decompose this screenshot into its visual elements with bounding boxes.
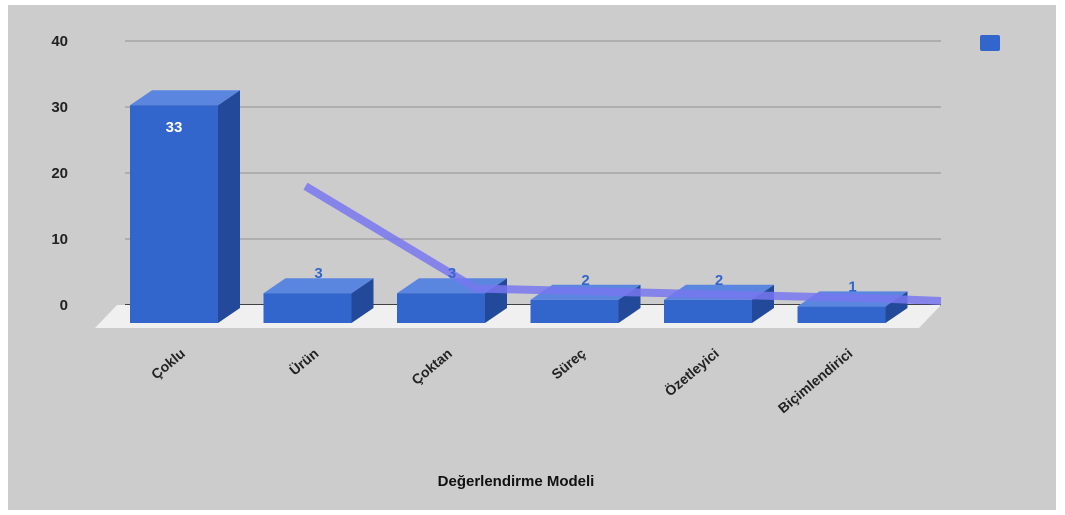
bar <box>130 90 240 323</box>
bar-top <box>130 90 240 106</box>
data-label: 3 <box>314 265 322 282</box>
y-tick-label: 0 <box>60 297 68 314</box>
y-tick-label: 10 <box>51 231 68 248</box>
bar <box>263 278 374 323</box>
y-tick-label: 40 <box>51 33 68 50</box>
bar-front <box>263 293 352 323</box>
x-tick-label: Biçimlendirici <box>775 345 856 416</box>
y-tick-label: 20 <box>51 165 68 182</box>
bars <box>130 90 908 323</box>
bar-side <box>218 90 240 323</box>
x-tick-label: Süreç <box>548 345 588 382</box>
y-tick-label: 30 <box>51 99 68 116</box>
bar-top <box>263 278 374 294</box>
bar-front <box>130 105 218 323</box>
data-label: 2 <box>581 272 589 289</box>
data-label: 1 <box>848 278 856 295</box>
legend-swatch <box>980 35 1000 51</box>
bar-front <box>797 306 886 323</box>
x-tick-label: Ürün <box>286 345 321 378</box>
data-label: 33 <box>166 119 183 136</box>
y-axis-ticks: 0 10 20 30 40 <box>51 33 68 314</box>
data-label: 3 <box>448 265 456 282</box>
trend-line <box>303 182 942 306</box>
bar-front <box>664 299 752 323</box>
bar-side <box>351 278 374 323</box>
x-tick-label: Çoklu <box>148 345 188 382</box>
bar-front <box>397 293 485 323</box>
x-axis-ticks: Çoklu Ürün Çoktan Süreç Özetleyici Biçimlendi… <box>148 345 856 416</box>
data-labels: 333 3 2 2 1 <box>166 119 857 295</box>
x-tick-label: Özetleyici <box>662 345 722 399</box>
chart-panel: 33 3 3 2 2 1 0 10 20 30 40 Çoklu Ürün Çoktan Süreç Öz… <box>8 5 1056 510</box>
gridlines <box>125 40 941 306</box>
bar-front <box>530 299 619 323</box>
x-tick-label: Çoktan <box>408 345 455 388</box>
x-axis-label: Değerlendirme Modeli <box>438 473 595 490</box>
data-label: 2 <box>715 272 723 289</box>
